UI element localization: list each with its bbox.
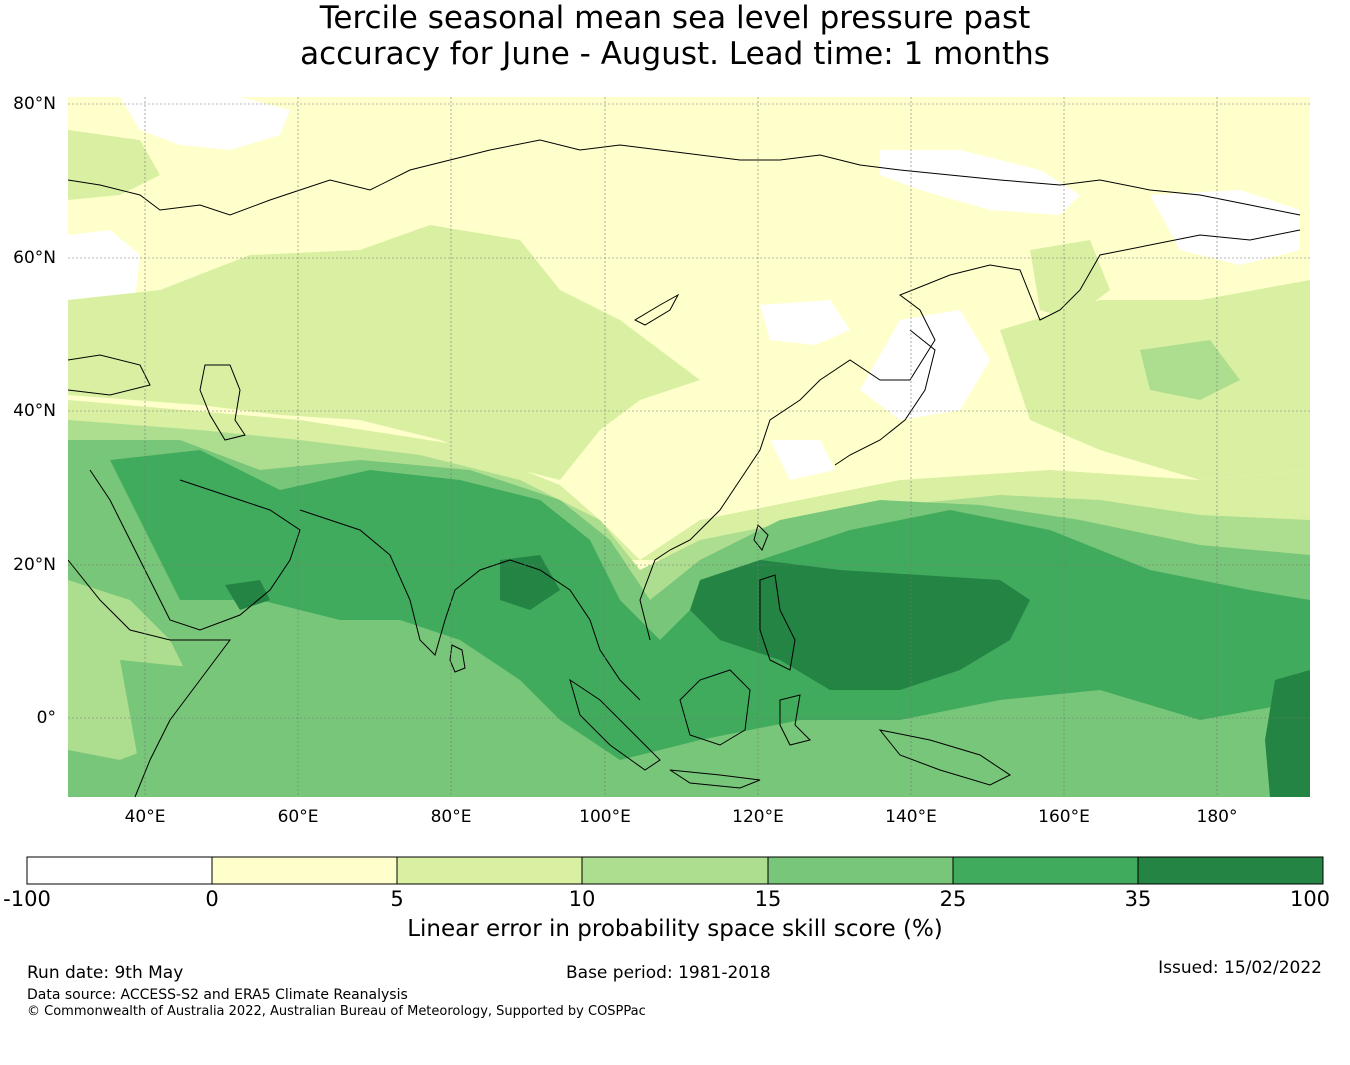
coastline-japan: [834, 329, 936, 466]
coastline-east-asia: [639, 229, 1301, 641]
lon-label-60e: 60°E: [277, 807, 319, 827]
coastline-africa-east: [68, 559, 231, 797]
coastline-sulawesi: [779, 694, 811, 746]
colorbar-tick-35: 35: [1124, 887, 1152, 911]
coastline-baikal: [633, 293, 680, 326]
lon-label-80e: 80°E: [430, 807, 472, 827]
colorbar-dividers: [211, 857, 1139, 884]
issued-date: Issued: 15/02/2022: [1158, 958, 1322, 978]
coastline-java: [669, 769, 761, 789]
colorbar-tick-25: 25: [939, 887, 967, 911]
colorbar-swatch-0-5: [212, 857, 397, 884]
region-5-10-central-asia: [68, 225, 700, 480]
region-5-10-kamchatka: [1030, 240, 1110, 320]
region-negative-east-siberia: [880, 150, 1080, 215]
coastline-borneo: [679, 669, 751, 746]
coastline-caspian: [199, 364, 246, 441]
colorbar-swatch-25-35: [953, 857, 1138, 884]
title-line-2: accuracy for June - August. Lead time: 1…: [300, 36, 1050, 72]
skill-score-map: [68, 97, 1310, 797]
region-negative-japan-sea: [860, 310, 990, 420]
lon-label-100e: 100°E: [579, 807, 631, 827]
colorbar-swatch-15-25: [768, 857, 953, 884]
lat-label-40n: 40°N: [13, 401, 56, 421]
coastline-new-guinea: [878, 729, 1011, 786]
colorbar-swatch-35-100: [1138, 857, 1323, 884]
colorbar-outline: [26, 856, 1324, 885]
graticule: [68, 97, 1310, 797]
map-fill-layers: [68, 97, 1310, 797]
lat-label-60n: 60°N: [13, 248, 56, 268]
lat-label-20n: 20°N: [13, 555, 56, 575]
coastline-philippines: [759, 574, 796, 671]
colorbar-swatch-neg100-0: [27, 857, 212, 884]
region-5-10-north-europe: [68, 130, 160, 200]
lon-label-40e: 40°E: [124, 807, 166, 827]
region-10-15-pacific-blob: [1140, 340, 1240, 400]
coastline-arctic: [68, 139, 1301, 216]
colorbar-tick-100: 100: [1289, 887, 1331, 911]
region-negative-mongolia: [760, 300, 850, 345]
lon-label-120e: 120°E: [732, 807, 784, 827]
run-date: Run date: 9th May: [27, 963, 184, 983]
region-35-100-bay-of-bengal: [500, 555, 560, 610]
region-25-35-east-africa: [120, 660, 240, 770]
coastline-taiwan: [753, 524, 769, 551]
coastlines: [68, 139, 1301, 797]
lat-label-80n: 80°N: [13, 94, 56, 114]
base-period: Base period: 1981-2018: [566, 963, 771, 983]
region-35-100-west-pacific: [690, 560, 1030, 690]
colorbar-tick-neg100: -100: [3, 887, 51, 911]
region-negative-arctic-west: [120, 97, 290, 150]
region-negative-east-china: [770, 440, 835, 480]
coastline-india: [299, 509, 641, 701]
colorbar-tick-0: 0: [205, 887, 219, 911]
coastline-sri-lanka: [449, 644, 466, 673]
colorbar-swatch-10-15: [582, 857, 768, 884]
colorbar-label: Linear error in probability space skill …: [407, 916, 943, 942]
region-35-100-arabian: [225, 580, 270, 610]
chart-title: Tercile seasonal mean sea level pressure…: [0, 0, 1350, 72]
copyright-notice: © Commonwealth of Australia 2022, Austra…: [27, 1004, 646, 1019]
lon-label-160e: 160°E: [1038, 807, 1090, 827]
coastline-arabia: [89, 469, 301, 631]
colorbar-tick-5: 5: [390, 887, 404, 911]
region-negative-chukotka: [1150, 190, 1300, 265]
colorbar: [26, 856, 1324, 885]
colorbar-tick-10: 10: [568, 887, 596, 911]
colorbar-tick-15: 15: [754, 887, 782, 911]
lon-label-180: 180°: [1196, 807, 1238, 827]
lat-label-0: 0°: [36, 708, 56, 728]
lon-label-140e: 140°E: [885, 807, 937, 827]
region-35-100-equatorial-east: [1265, 670, 1310, 797]
region-negative-scandinavia: [68, 230, 140, 310]
data-source: Data source: ACCESS-S2 and ERA5 Climate …: [27, 987, 408, 1003]
title-line-1: Tercile seasonal mean sea level pressure…: [319, 0, 1031, 36]
colorbar-swatch-5-10: [397, 857, 582, 884]
